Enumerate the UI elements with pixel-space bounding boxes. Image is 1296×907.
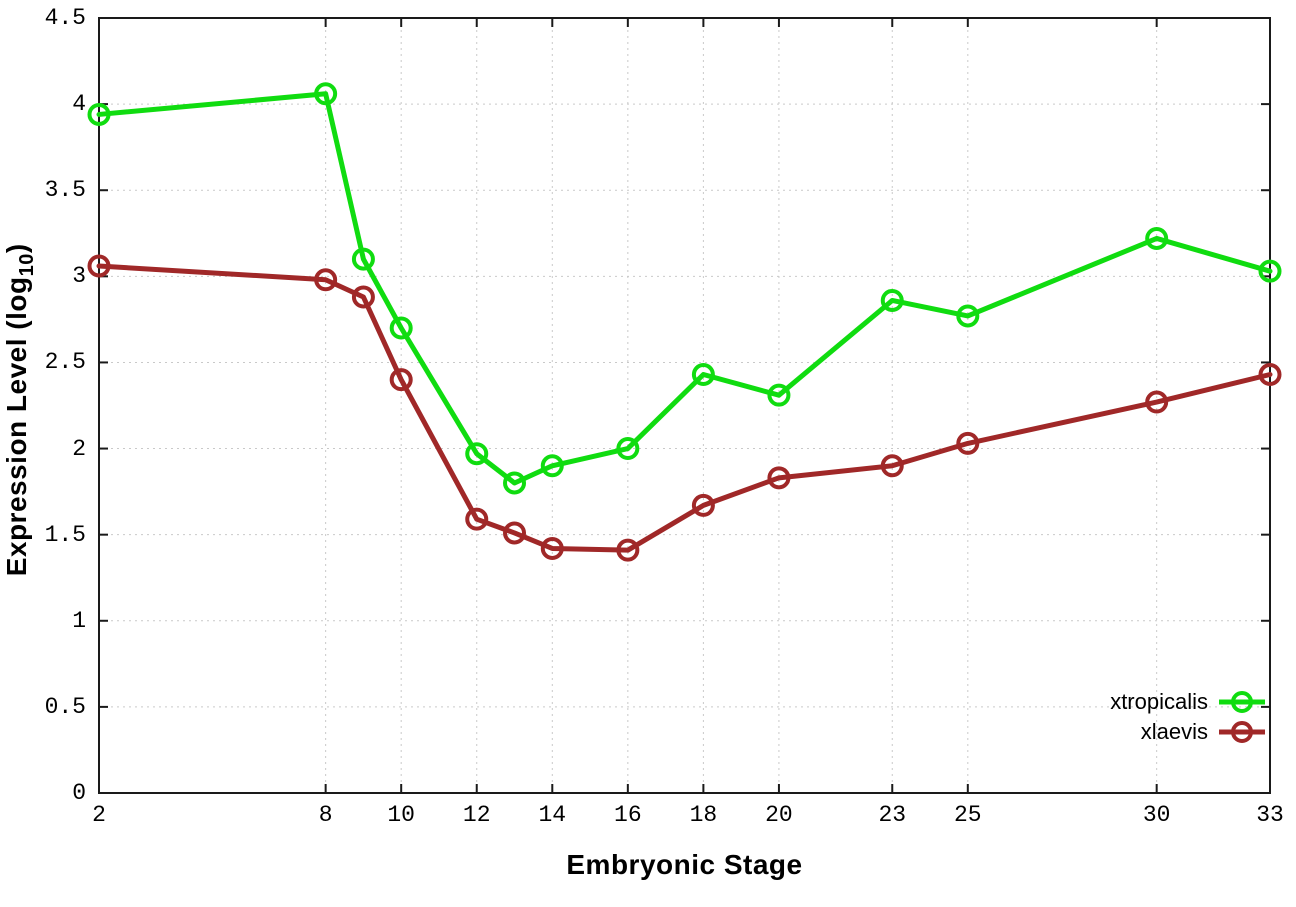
legend-label-xtropicalis: xtropicalis — [1110, 689, 1208, 714]
data-point-xtropicalis — [503, 471, 527, 495]
x-axis-title: Embryonic Stage — [566, 849, 803, 880]
data-point-xlaevis — [1258, 363, 1282, 386]
y-axis-title: Expression Level (log10) — [1, 5, 39, 815]
data-point-xtropicalis — [767, 383, 791, 407]
data-point-xlaevis — [87, 254, 111, 278]
y-tick-label: 4.5 — [44, 5, 86, 31]
y-tick-label: 2.5 — [44, 349, 86, 376]
data-point-xtropicalis — [389, 316, 413, 340]
y-tick-label: 4 — [72, 91, 86, 118]
legend-item-xtropicalis: xtropicalis — [1110, 687, 1266, 717]
x-tick-label: 33 — [1256, 802, 1284, 828]
x-tick-label: 14 — [538, 802, 567, 828]
y-tick-label: 1 — [72, 607, 86, 634]
data-point-xtropicalis — [87, 102, 111, 126]
data-point-xlaevis — [503, 521, 527, 545]
data-point-xlaevis — [880, 454, 904, 478]
y-axis-title-subscript: 10 — [15, 253, 38, 277]
data-point-xtropicalis — [314, 82, 338, 106]
x-tick-label: 18 — [689, 802, 718, 828]
x-tick-label: 25 — [953, 802, 982, 828]
data-point-xlaevis — [956, 431, 980, 455]
legend-marker-xlaevis — [1219, 721, 1265, 743]
data-point-xlaevis — [389, 368, 413, 392]
data-point-xtropicalis — [1145, 226, 1169, 250]
y-tick-label: 0 — [72, 780, 86, 806]
data-point-xtropicalis — [880, 288, 904, 312]
legend-marker-xtropicalis — [1219, 691, 1265, 713]
data-point-xtropicalis — [465, 442, 489, 466]
data-point-xtropicalis — [691, 363, 715, 386]
legend-item-xlaevis: xlaevis — [1110, 717, 1266, 747]
y-axis-title-suffix: ) — [1, 243, 33, 254]
series-line-xtropicalis — [96, 91, 1273, 486]
data-point-xlaevis — [1145, 390, 1169, 414]
x-tick-label: 10 — [387, 802, 415, 828]
data-point-xlaevis — [616, 538, 640, 562]
x-tick-label: 16 — [614, 802, 642, 828]
data-point-xtropicalis — [1258, 259, 1282, 283]
data-point-xlaevis — [540, 536, 564, 560]
data-point-xtropicalis — [351, 247, 375, 271]
plot-border — [98, 17, 1271, 794]
y-tick-label: 3.5 — [44, 177, 86, 204]
legend: xtropicalis xlaevis — [1110, 687, 1266, 747]
y-tick-label: 2 — [72, 435, 86, 462]
x-tick-label: 20 — [765, 802, 793, 828]
data-point-xlaevis — [691, 493, 715, 517]
data-point-xlaevis — [351, 285, 375, 309]
legend-label-xlaevis: xlaevis — [1140, 719, 1208, 744]
x-tick-label: 23 — [878, 802, 907, 828]
data-point-xtropicalis — [540, 454, 564, 478]
series-line-xlaevis — [96, 263, 1273, 553]
x-tick-label: 12 — [462, 802, 491, 828]
x-tick-label: 2 — [92, 802, 106, 828]
data-point-xtropicalis — [956, 304, 980, 328]
data-point-xlaevis — [314, 268, 338, 292]
y-tick-label: 1.5 — [44, 521, 86, 548]
y-tick-label: 3 — [72, 263, 86, 290]
data-point-xlaevis — [465, 507, 489, 531]
data-point-xtropicalis — [616, 437, 640, 461]
x-tick-label: 30 — [1142, 802, 1171, 828]
y-axis-title-text: Expression Level (log — [1, 276, 33, 577]
data-point-xlaevis — [767, 466, 791, 490]
y-tick-label: 0.5 — [44, 693, 86, 720]
x-tick-label: 8 — [318, 802, 333, 828]
